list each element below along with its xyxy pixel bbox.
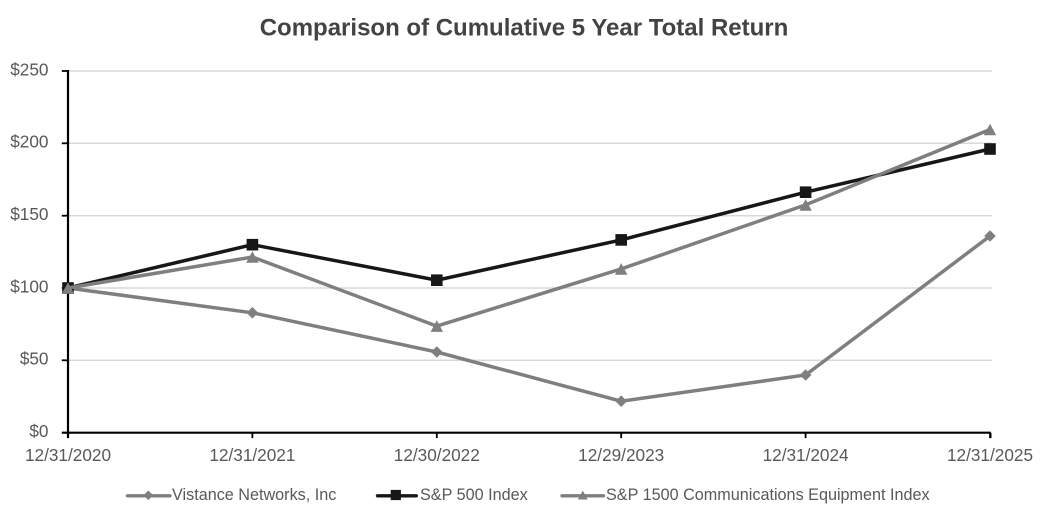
svg-text:12/31/2021: 12/31/2021	[209, 445, 295, 465]
svg-text:$200: $200	[10, 132, 48, 152]
svg-text:$100: $100	[10, 276, 48, 296]
svg-text:S&P 1500 Communications Equipm: S&P 1500 Communications Equipment Index	[606, 486, 930, 504]
svg-text:12/29/2023: 12/29/2023	[578, 445, 664, 465]
svg-text:$250: $250	[10, 59, 48, 79]
svg-text:Comparison of Cumulative 5 Yea: Comparison of Cumulative 5 Year Total Re…	[260, 15, 789, 42]
svg-text:12/31/2024: 12/31/2024	[763, 445, 849, 465]
svg-text:12/31/2025: 12/31/2025	[947, 445, 1033, 465]
svg-text:12/31/2020: 12/31/2020	[25, 445, 111, 465]
svg-text:S&P 500 Index: S&P 500 Index	[420, 486, 528, 504]
svg-text:12/30/2022: 12/30/2022	[394, 445, 480, 465]
svg-text:$150: $150	[10, 204, 48, 224]
svg-text:Vistance Networks, Inc: Vistance Networks, Inc	[172, 486, 336, 504]
svg-text:$50: $50	[20, 349, 49, 369]
svg-text:$0: $0	[29, 421, 48, 441]
